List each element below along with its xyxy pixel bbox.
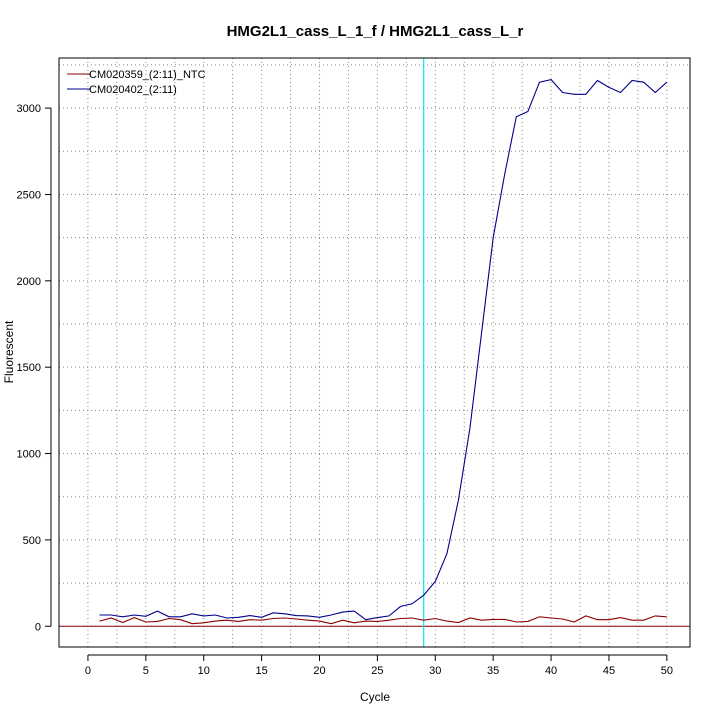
legend: CM020359_(2:11)_NTC CM020402_(2:11) [67, 69, 206, 96]
x-tick-label: 30 [429, 665, 441, 677]
x-tick-label: 10 [198, 665, 210, 677]
series-layer [99, 78, 668, 625]
y-tick-label: 1000 [17, 449, 41, 461]
reference-lines [59, 58, 690, 647]
chart-title: HMG2L1_cass_L_1_f / HMG2L1_cass_L_r [227, 23, 524, 40]
y-tick-label: 3000 [17, 103, 41, 115]
x-tick-label: 20 [313, 665, 325, 677]
y-axis: 0 500 1000 1500 2000 2500 3000 [17, 103, 52, 633]
x-tick-label: 25 [371, 665, 383, 677]
y-tick-label: 0 [35, 621, 41, 633]
legend-label-2: CM020402_(2:11) [89, 84, 177, 96]
x-axis: 0 5 10 15 20 25 30 35 40 45 50 [85, 654, 673, 677]
x-tick-label: 5 [143, 665, 149, 677]
grid [59, 58, 690, 647]
y-tick-label: 2500 [17, 189, 41, 201]
x-axis-label: Cycle [360, 690, 390, 704]
series-line-1 [99, 615, 667, 625]
y-tick-label: 500 [23, 535, 41, 547]
x-tick-label: 50 [661, 665, 673, 677]
x-tick-label: 45 [603, 665, 615, 677]
x-tick-label: 0 [85, 665, 91, 677]
x-tick-label: 15 [255, 665, 267, 677]
y-axis-label: Fluorescent [2, 320, 16, 383]
x-tick-label: 40 [545, 665, 557, 677]
series-line-2 [99, 78, 668, 621]
plot-frame [58, 57, 691, 648]
legend-label-1: CM020359_(2:11)_NTC [89, 69, 206, 81]
y-tick-label: 2000 [17, 276, 41, 288]
x-tick-label: 35 [487, 665, 499, 677]
y-tick-label: 1500 [17, 362, 41, 374]
